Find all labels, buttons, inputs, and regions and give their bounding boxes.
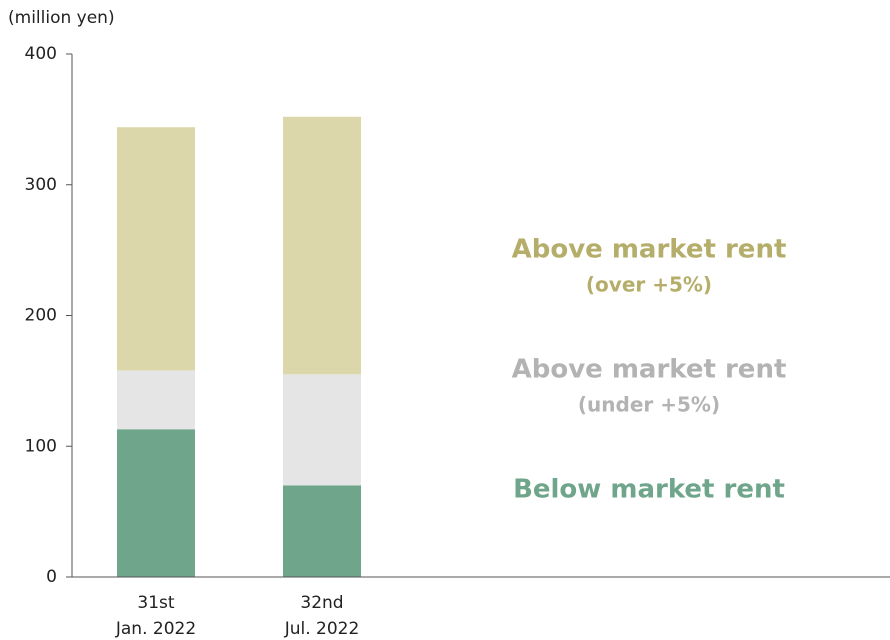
bar-segment xyxy=(283,116,361,375)
legend-label: Above market rent xyxy=(512,355,787,385)
legend-label: (over +5%) xyxy=(586,273,712,297)
y-tick-label: 300 xyxy=(25,175,57,195)
bar-segment xyxy=(283,485,361,577)
y-tick-label: 0 xyxy=(46,567,57,587)
y-tick-label: 200 xyxy=(25,306,57,326)
bar-segment xyxy=(117,127,195,371)
bar-segment xyxy=(283,374,361,486)
bar-segment xyxy=(117,370,195,430)
x-tick-label: Jul. 2022 xyxy=(284,619,360,639)
x-tick-label: 32nd xyxy=(300,593,343,613)
legend-label: (under +5%) xyxy=(578,393,720,417)
y-tick-label: 400 xyxy=(25,44,57,64)
y-tick-label: 100 xyxy=(25,436,57,456)
bar-segment xyxy=(117,429,195,577)
legend-label: Below market rent xyxy=(513,475,785,505)
x-tick-label: Jan. 2022 xyxy=(115,619,196,639)
legend-label: Above market rent xyxy=(512,235,787,265)
y-axis-label: (million yen) xyxy=(8,8,115,28)
x-tick-label: 31st xyxy=(137,593,174,613)
